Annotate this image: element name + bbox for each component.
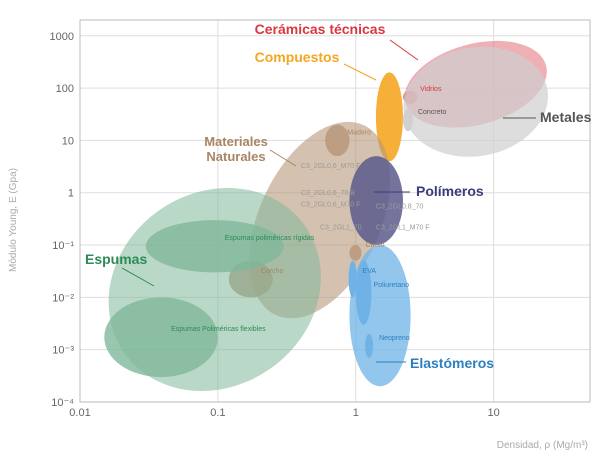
subgroup-label: Vidrios — [420, 86, 442, 93]
x-axis-title: Densidad, ρ (Mg/m³) — [497, 440, 588, 451]
subgroup-label: Espumas poliméricas rígidas — [225, 235, 315, 242]
annotation-label: C3_2GL0,6_70 B — [301, 190, 355, 197]
subgroup-label: Concreto — [418, 109, 447, 116]
annotations: C3_2GL0,6_M70 F C3_2GL0,6_70 B C3_2GL0,6_M… — [301, 163, 430, 232]
subgroup-label: Cuero — [365, 242, 384, 249]
bubble-compuestos — [375, 72, 403, 162]
family-label: Elastómeros — [410, 355, 494, 371]
family-label: Materiales Naturales — [204, 134, 268, 164]
label-leader-line — [269, 149, 297, 167]
annotation-label: C3_2GL0,8_70 — [376, 203, 424, 210]
x-tick-label: 0.1 — [210, 407, 225, 419]
y-tick-label: 10⁻³ — [52, 345, 74, 357]
subgroup-label: Madero — [347, 129, 371, 136]
subgroup-bubble — [325, 124, 350, 157]
subgroup-bubble — [145, 220, 284, 273]
annotation-label: C3_2GL1_70 — [320, 224, 362, 231]
label-leader-line — [121, 267, 155, 287]
plot-frame — [79, 19, 591, 403]
y-tick-label: 10⁻¹ — [52, 240, 74, 252]
bubble-metales — [403, 46, 549, 157]
bubble-polímeros — [349, 156, 403, 246]
family-label: Polímeros — [416, 183, 484, 199]
y-tick-label: 10⁻² — [52, 292, 74, 304]
y-tick-label: 100 — [56, 83, 74, 95]
family-label: Metales — [540, 109, 592, 125]
y-tick-label: 10 — [62, 135, 74, 147]
subgroup-label: Neopreno — [379, 335, 410, 342]
axes: 0.01 0.1 1 10 1000 100 10 1 10⁻¹ 10⁻² 10⁻³ 10⁻⁴ — [50, 19, 591, 419]
family-labels: Vidrios Cerámicas técnicas Compuestos Concr… — [85, 21, 592, 371]
subgroup-label: EVA — [363, 268, 377, 275]
x-tick-label: 10 — [488, 407, 500, 419]
family-label: Espumas — [85, 251, 147, 267]
subgroup-bubble — [349, 245, 362, 261]
subgroup-label: Corcho — [261, 268, 284, 275]
y-tick-label: 10⁻⁴ — [51, 397, 74, 409]
subgroup-bubble — [348, 260, 357, 298]
y-tick-label: 1 — [68, 188, 74, 200]
label-leader-line — [343, 63, 377, 81]
label-leader-line — [389, 39, 419, 61]
x-tick-label: 1 — [353, 407, 359, 419]
x-tick-label: 0.01 — [69, 407, 90, 419]
subgroup-label: Poliuretano — [374, 282, 410, 289]
subgroup-bubble — [104, 297, 218, 378]
annotation-label: C3_2GL0,6_M70 F — [301, 163, 361, 170]
y-axis-title: Módulo Young, E (Gpa) — [8, 168, 19, 272]
family-label: Cerámicas técnicas — [255, 21, 386, 37]
subgroup-label: Espumas Poliméricas flexibles — [171, 326, 266, 333]
subgroup-bubble — [365, 333, 374, 358]
family-label: Compuestos — [255, 49, 340, 65]
annotation-label: C3_2GL1_M70 F — [376, 224, 430, 231]
material-bubbles — [104, 40, 549, 391]
subgroup-bubble — [355, 260, 372, 325]
subgroup-bubble — [402, 108, 413, 132]
annotation-label: C3_2GL0,6_M70 F — [301, 201, 361, 208]
y-tick-label: 1000 — [50, 31, 74, 43]
